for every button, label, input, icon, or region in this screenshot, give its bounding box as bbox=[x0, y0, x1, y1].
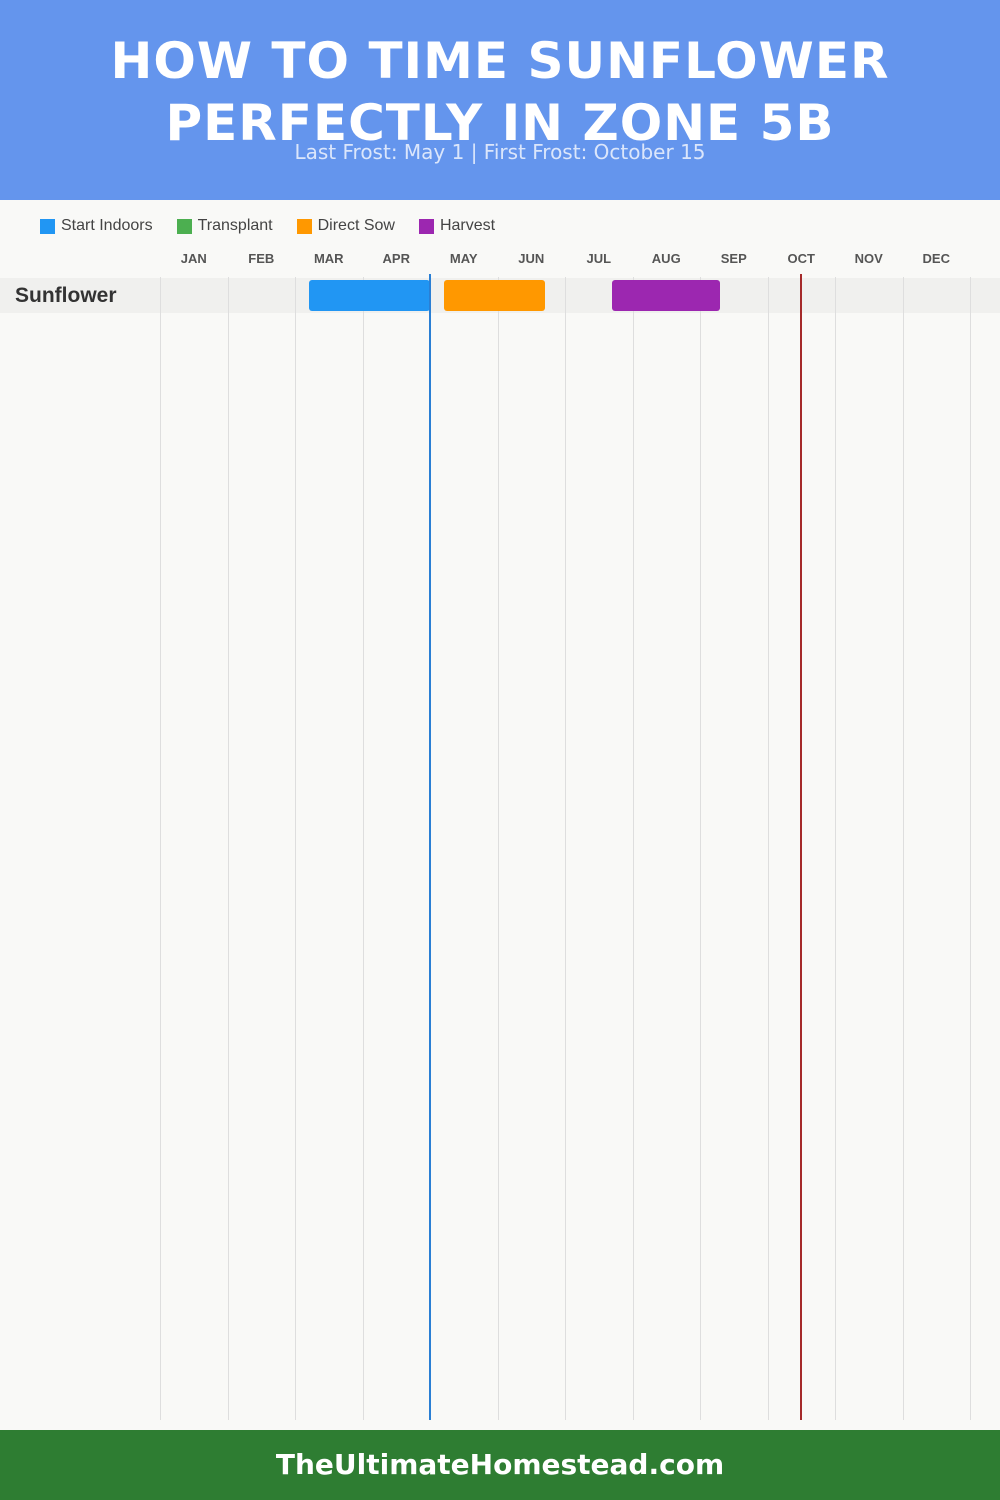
month-label: APR bbox=[382, 251, 410, 266]
month-label: MAY bbox=[449, 251, 478, 266]
crop-label: Sunflower bbox=[15, 284, 117, 307]
month-label: AUG bbox=[651, 251, 681, 266]
legend-swatch bbox=[296, 218, 312, 234]
legend-item: Direct Sow bbox=[296, 217, 395, 235]
month-grid-line bbox=[700, 277, 701, 1420]
month-label: OCT bbox=[787, 251, 815, 266]
frost-dates-subtitle: Last Frost: May 1 | First Frost: October… bbox=[294, 140, 706, 164]
legend-label: Start Indoors bbox=[61, 217, 153, 234]
month-grid-line bbox=[227, 277, 229, 1420]
legend-label: Transplant bbox=[197, 217, 273, 234]
month-grid-line bbox=[767, 277, 769, 1420]
legend-swatch bbox=[418, 218, 434, 234]
legend-item: Harvest bbox=[418, 217, 496, 235]
header-banner: HOW TO TIME SUNFLOWER PERFECTLY IN ZONE … bbox=[0, 0, 1000, 200]
month-grid-line bbox=[362, 277, 364, 1420]
task-bar-direct-sow bbox=[443, 280, 545, 311]
month-label: FEB bbox=[248, 251, 275, 266]
title-line-1: HOW TO TIME SUNFLOWER bbox=[110, 32, 890, 90]
month-grid-line bbox=[970, 277, 971, 1420]
month-grid-line bbox=[902, 277, 904, 1420]
month-grid-line bbox=[565, 277, 566, 1420]
first-frost-line bbox=[800, 274, 803, 1420]
last-frost-line bbox=[429, 274, 431, 1420]
legend-label: Harvest bbox=[439, 217, 496, 234]
month-label: JUN bbox=[518, 251, 545, 266]
month-label: JUL bbox=[586, 251, 612, 266]
page-title: HOW TO TIME SUNFLOWER PERFECTLY IN ZONE … bbox=[0, 30, 1000, 154]
title-line-2: PERFECTLY IN ZONE 5B bbox=[165, 94, 835, 152]
month-label: DEC bbox=[922, 251, 950, 266]
month-grid-line bbox=[835, 277, 836, 1420]
month-label: SEP bbox=[720, 251, 747, 266]
footer-site-link[interactable]: TheUltimateHomestead.com bbox=[275, 1448, 725, 1481]
legend-item: Start Indoors bbox=[40, 217, 153, 235]
footer-banner: TheUltimateHomestead.com bbox=[0, 1430, 1000, 1500]
legend-item: Transplant bbox=[176, 217, 273, 235]
chart-legend: Start Indoors Transplant Direct Sow Harvest bbox=[40, 214, 519, 238]
task-bar-start-indoors bbox=[308, 280, 430, 311]
task-bar-harvest bbox=[612, 280, 721, 311]
month-label: NOV bbox=[854, 251, 883, 266]
month-grid-line bbox=[295, 277, 296, 1420]
month-label: JAN bbox=[180, 251, 207, 266]
month-grid-line bbox=[160, 277, 161, 1420]
month-grid-line bbox=[632, 277, 634, 1420]
legend-swatch bbox=[176, 218, 192, 234]
legend-swatch bbox=[40, 218, 55, 234]
month-grid-line bbox=[497, 277, 499, 1420]
legend-label: Direct Sow bbox=[317, 217, 395, 234]
month-label: MAR bbox=[313, 251, 344, 266]
